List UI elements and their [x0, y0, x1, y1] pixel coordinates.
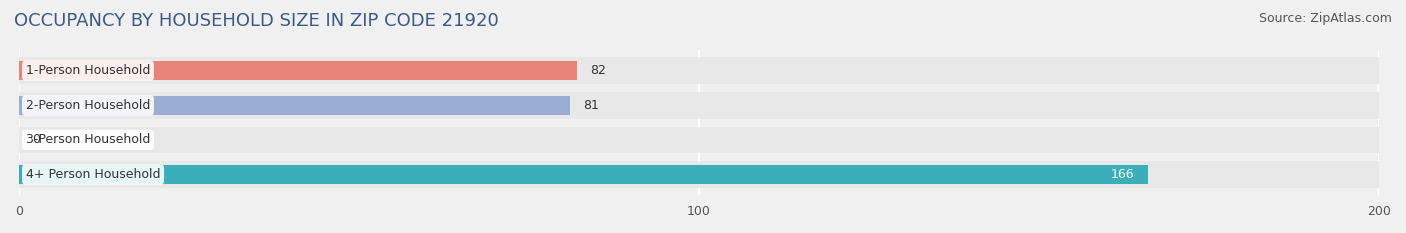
- Text: Source: ZipAtlas.com: Source: ZipAtlas.com: [1258, 12, 1392, 25]
- Text: 0: 0: [32, 134, 41, 146]
- Text: 3-Person Household: 3-Person Household: [25, 134, 150, 146]
- Bar: [20, 92, 1379, 119]
- Bar: [20, 165, 1147, 184]
- Bar: [20, 161, 1379, 188]
- Text: 2-Person Household: 2-Person Household: [25, 99, 150, 112]
- Bar: [20, 127, 1379, 153]
- Text: 82: 82: [591, 64, 606, 77]
- Text: OCCUPANCY BY HOUSEHOLD SIZE IN ZIP CODE 21920: OCCUPANCY BY HOUSEHOLD SIZE IN ZIP CODE …: [14, 12, 499, 30]
- Text: 81: 81: [583, 99, 599, 112]
- Text: 1-Person Household: 1-Person Household: [25, 64, 150, 77]
- Bar: [20, 96, 569, 115]
- Text: 166: 166: [1111, 168, 1135, 181]
- Text: 4+ Person Household: 4+ Person Household: [25, 168, 160, 181]
- Bar: [20, 61, 576, 80]
- Bar: [20, 57, 1379, 84]
